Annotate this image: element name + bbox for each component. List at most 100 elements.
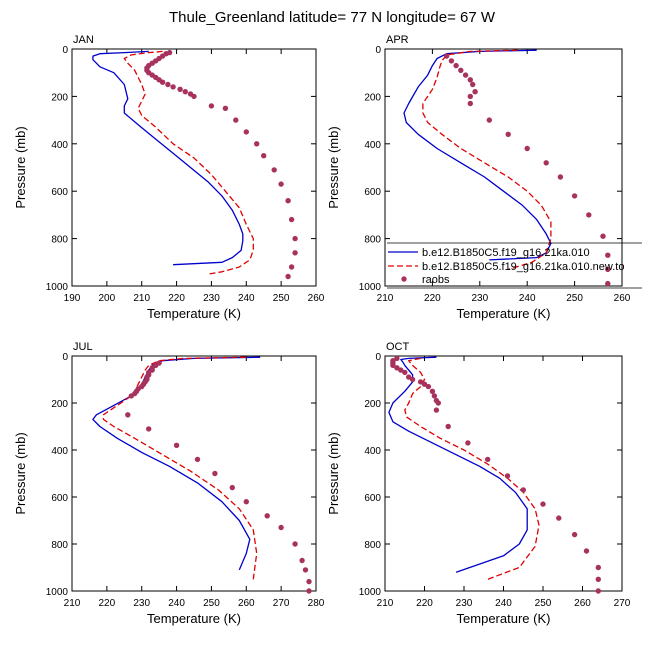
raobs-point bbox=[462, 72, 469, 78]
y-axis-label: Pressure (mb) bbox=[326, 126, 341, 208]
x-tick-label: 260 bbox=[238, 598, 255, 609]
panel-oct: OCT 210 220 230 240 250 260 270 0 200 400 600 800 100… bbox=[326, 341, 631, 626]
raobs-point bbox=[470, 81, 476, 88]
y-tick-label: 1000 bbox=[46, 282, 69, 293]
raobs-point bbox=[306, 578, 312, 585]
raobs-point bbox=[243, 129, 249, 135]
x-tick-label: 250 bbox=[535, 598, 552, 609]
x-tick-label: 230 bbox=[203, 293, 220, 304]
y-tick-label: 600 bbox=[51, 493, 68, 504]
x-tick-label: 210 bbox=[377, 293, 394, 304]
x-tick-label: 250 bbox=[203, 598, 220, 609]
x-tick-label: 230 bbox=[471, 293, 488, 304]
y-tick-label: 600 bbox=[51, 187, 68, 198]
raobs-point bbox=[302, 567, 309, 573]
raobs-point bbox=[595, 564, 601, 571]
panel-title: APR bbox=[386, 34, 409, 46]
raobs-point bbox=[394, 365, 400, 371]
x-tick-label: 260 bbox=[574, 598, 591, 609]
raobs-point bbox=[128, 393, 134, 399]
raobs-point bbox=[306, 588, 312, 594]
raobs-point bbox=[271, 167, 277, 173]
panel-jan: JAN 190 200 210 220 230 240 250 260 0 200 400 600 800… bbox=[13, 34, 325, 321]
raobs-point bbox=[285, 273, 291, 280]
panel-title: JUL bbox=[73, 341, 93, 353]
panel-jul: JUL 210 220 230 240 250 260 270 280 0 200 400 600 800… bbox=[13, 341, 325, 626]
raobs-point bbox=[165, 81, 171, 88]
plot-frame bbox=[71, 48, 317, 287]
raobs-point bbox=[278, 181, 284, 187]
x-tick-label: 210 bbox=[64, 598, 81, 609]
y-tick-label: 800 bbox=[364, 540, 381, 551]
raobs-point bbox=[417, 379, 424, 385]
raobs-point bbox=[421, 381, 428, 387]
panels: JAN 190 200 210 220 230 240 250 260 0 200 400 600 800… bbox=[13, 34, 642, 626]
raobs-point bbox=[571, 193, 578, 199]
y-tick-label: 1000 bbox=[359, 587, 382, 598]
x-tick-label: 250 bbox=[273, 293, 290, 304]
y-axis-label: Pressure (mb) bbox=[13, 432, 28, 514]
x-tick-label: 230 bbox=[133, 598, 150, 609]
y-tick-label: 0 bbox=[375, 45, 381, 56]
panel-title: JAN bbox=[73, 34, 94, 46]
raobs-point bbox=[288, 216, 295, 223]
x-axis-label: Temperature (K) bbox=[147, 306, 241, 321]
x-tick-label: 250 bbox=[566, 293, 583, 304]
y-tick-label: 400 bbox=[51, 140, 68, 151]
x-axis-label: Temperature (K) bbox=[457, 611, 551, 626]
raobs-point bbox=[292, 541, 298, 547]
raobs-point bbox=[229, 484, 235, 491]
raobs-point bbox=[278, 524, 284, 531]
y-tick-label: 800 bbox=[51, 235, 68, 246]
raobs-point bbox=[524, 145, 530, 152]
y-tick-label: 600 bbox=[364, 493, 381, 504]
plot-frame bbox=[384, 48, 623, 287]
raobs-point bbox=[390, 362, 396, 369]
raobs-point bbox=[505, 131, 511, 137]
y-tick-label: 800 bbox=[51, 540, 68, 551]
raobs-point bbox=[595, 576, 601, 582]
y-tick-label: 600 bbox=[364, 187, 381, 198]
x-tick-label: 270 bbox=[273, 598, 290, 609]
raobs-point bbox=[261, 153, 267, 159]
raobs-point bbox=[299, 557, 305, 564]
raobs-point bbox=[445, 423, 451, 430]
x-tick-label: 270 bbox=[614, 598, 631, 609]
raobs-point bbox=[467, 77, 473, 83]
raobs-point bbox=[212, 470, 218, 477]
legend: b.e12.B1850C5.f19_g16.21ka.010 b.e12.B185… bbox=[387, 242, 642, 289]
raobs-point bbox=[431, 393, 438, 399]
raobs-point bbox=[540, 501, 546, 507]
raobs-point bbox=[191, 93, 197, 100]
raobs-point bbox=[409, 376, 416, 383]
raobs-point bbox=[600, 233, 606, 239]
raobs-point bbox=[159, 79, 166, 85]
y-tick-label: 400 bbox=[51, 446, 68, 457]
raobs-point bbox=[486, 117, 492, 123]
series-line-model2 bbox=[102, 356, 258, 580]
y-tick-label: 400 bbox=[364, 446, 381, 457]
raobs-point bbox=[448, 58, 455, 64]
x-tick-label: 240 bbox=[168, 598, 185, 609]
y-tick-label: 0 bbox=[62, 45, 68, 56]
raobs-point bbox=[394, 355, 400, 362]
raobs-point bbox=[520, 487, 526, 493]
x-tick-label: 210 bbox=[377, 598, 394, 609]
y-tick-label: 200 bbox=[51, 92, 68, 103]
raobs-point bbox=[433, 407, 440, 413]
series-line-model1 bbox=[388, 356, 528, 573]
y-tick-label: 1000 bbox=[359, 282, 382, 293]
raobs-point bbox=[557, 174, 564, 180]
raobs-point bbox=[233, 117, 239, 123]
raobs-point bbox=[443, 53, 450, 59]
y-tick-label: 0 bbox=[62, 352, 68, 363]
raobs-point bbox=[485, 456, 491, 463]
x-tick-label: 260 bbox=[614, 293, 631, 304]
raobs-point bbox=[292, 235, 298, 242]
legend-label: b.e12.B1850C5.f19_g16.21ka.010 bbox=[422, 247, 590, 259]
raobs-point bbox=[288, 264, 295, 270]
series-line-model1 bbox=[403, 49, 552, 261]
raobs-point bbox=[254, 141, 260, 147]
x-tick-label: 230 bbox=[456, 598, 473, 609]
